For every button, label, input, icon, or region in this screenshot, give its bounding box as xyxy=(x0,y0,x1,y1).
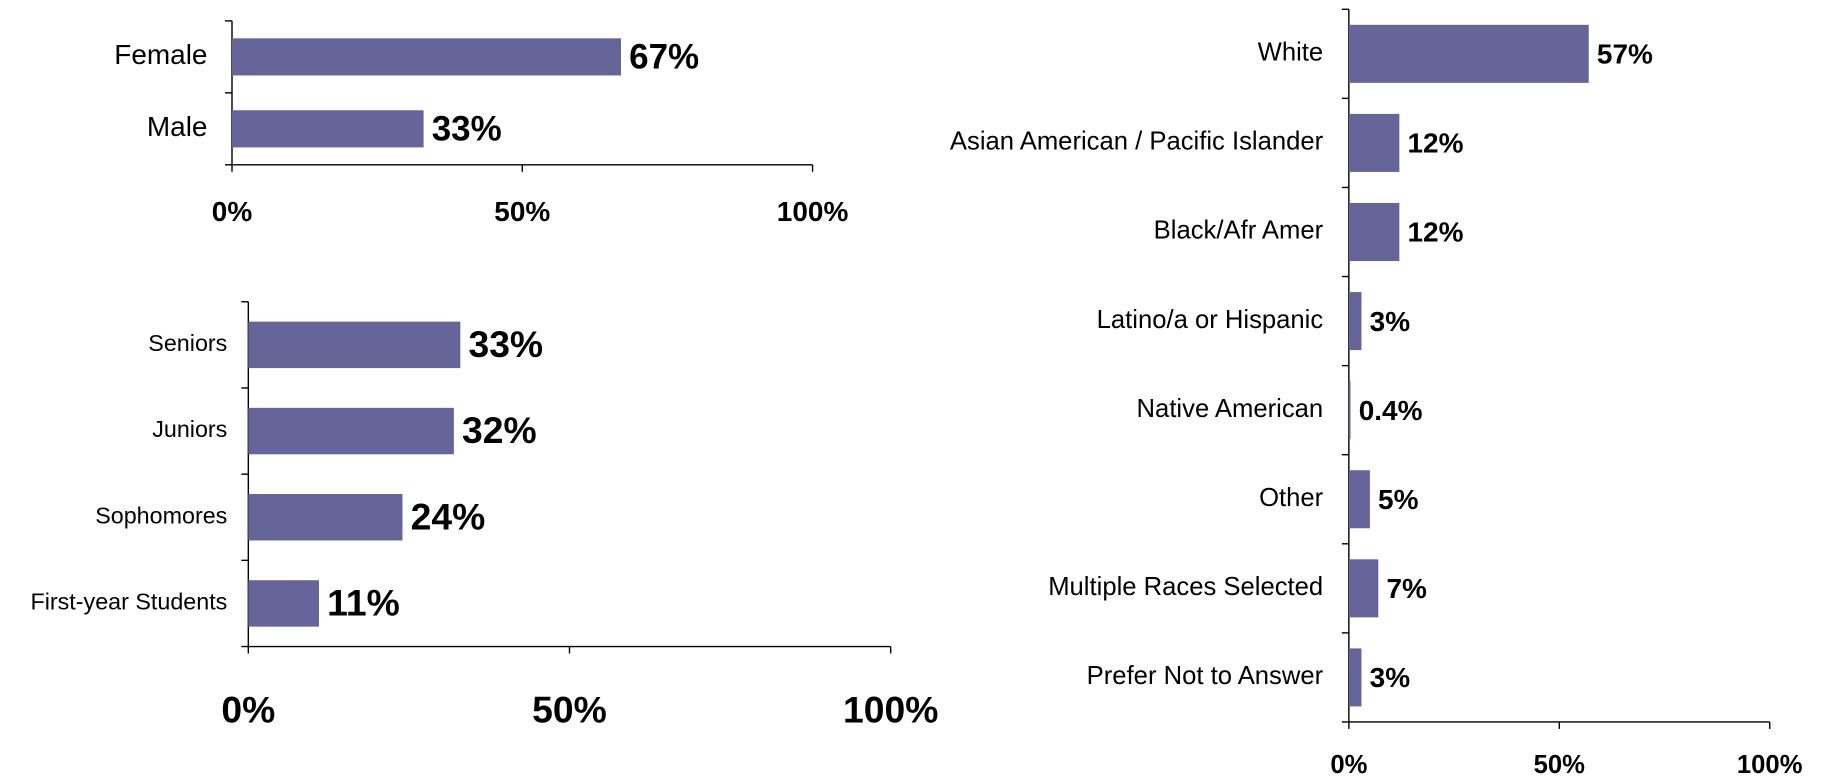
x-tick-label: 0% xyxy=(1330,751,1367,779)
bar xyxy=(231,110,424,148)
category-label: Black/Afr Amer xyxy=(1154,217,1324,245)
value-label: 67% xyxy=(629,37,699,76)
category-label: Juniors xyxy=(152,416,227,442)
x-tick-label: 100% xyxy=(1737,751,1803,779)
value-label: 33% xyxy=(468,323,543,365)
category-label: Latino/a or Hispanic xyxy=(1097,306,1324,334)
bar xyxy=(248,321,461,369)
bar xyxy=(1348,113,1400,172)
value-label: 7% xyxy=(1386,573,1427,604)
value-label: 24% xyxy=(411,495,486,537)
bar xyxy=(231,38,621,76)
category-label: Sophomores xyxy=(95,502,227,528)
category-label: White xyxy=(1258,39,1324,67)
category-label: Prefer Not to Answer xyxy=(1087,662,1324,690)
bar xyxy=(248,580,319,627)
value-label: 3% xyxy=(1370,306,1411,337)
value-label: 33% xyxy=(432,109,502,148)
x-tick-label: 100% xyxy=(777,196,849,227)
value-label: 0.4% xyxy=(1359,395,1423,426)
category-label: Female xyxy=(114,39,207,70)
x-tick-label: 0% xyxy=(221,689,275,731)
value-label: 12% xyxy=(1408,217,1464,248)
bar xyxy=(1348,292,1362,351)
category-label: First-year Students xyxy=(30,589,227,615)
value-label: 11% xyxy=(327,582,400,624)
bar xyxy=(1348,24,1589,83)
x-tick-label: 50% xyxy=(494,196,550,227)
bar xyxy=(1348,202,1400,262)
category-label: Multiple Races Selected xyxy=(1048,573,1323,601)
x-tick-label: 50% xyxy=(1534,751,1586,779)
category-label: Asian American / Pacific Islander xyxy=(950,128,1324,156)
bar xyxy=(1348,381,1351,440)
value-label: 5% xyxy=(1378,484,1419,515)
bar xyxy=(1348,648,1362,707)
value-label: 57% xyxy=(1597,39,1653,70)
category-label: Male xyxy=(147,111,208,142)
category-label: Native American xyxy=(1137,395,1324,423)
category-label: Seniors xyxy=(148,330,227,356)
bar xyxy=(1348,559,1379,618)
x-tick-label: 100% xyxy=(843,689,938,731)
value-label: 3% xyxy=(1370,662,1411,693)
bar xyxy=(248,407,454,455)
bar xyxy=(248,494,403,541)
category-label: Other xyxy=(1259,484,1324,512)
value-label: 12% xyxy=(1408,128,1464,159)
bar xyxy=(1348,470,1370,529)
x-tick-label: 0% xyxy=(212,196,253,227)
value-label: 32% xyxy=(462,409,537,451)
x-tick-label: 50% xyxy=(532,689,607,731)
